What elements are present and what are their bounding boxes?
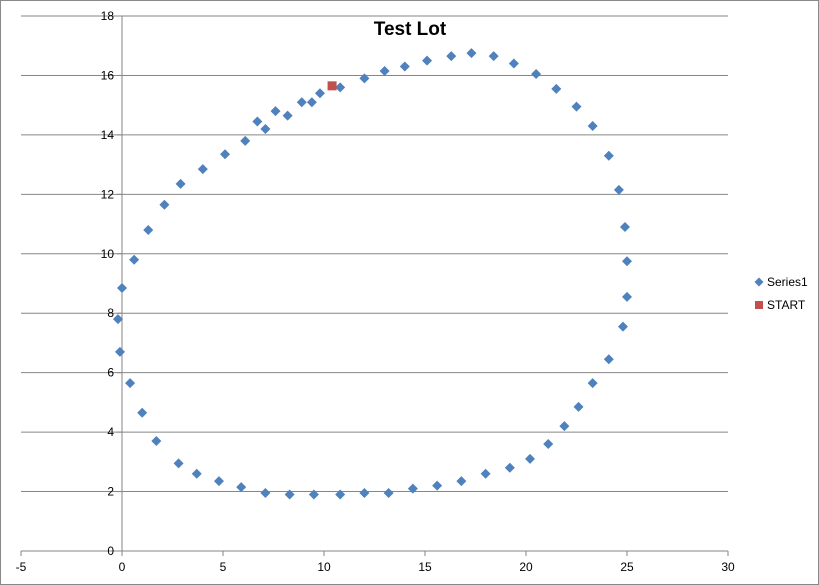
series1-point [270,106,281,117]
series1-point [617,321,628,332]
series1-point [613,184,624,195]
series1-point [587,120,598,131]
series1-point [151,436,162,447]
series1-point [446,51,457,62]
legend: Series1 START [754,275,808,312]
legend-start-marker [755,301,763,309]
series1-point [335,82,346,93]
series1-point [573,401,584,412]
series1-point [622,291,632,302]
series1-point [284,489,295,500]
data-points [112,48,632,500]
series1-point [137,407,148,418]
y-tick-label: 4 [107,425,114,439]
series1-point [525,453,536,464]
y-tick-label: 18 [101,9,115,23]
y-tick-label: 10 [101,247,115,261]
series1-point [619,222,630,233]
start-point [327,81,337,91]
legend-series1-marker [754,277,764,287]
axes [20,15,729,556]
series1-point [559,421,570,432]
legend-start-label: START [767,298,806,312]
series1-point [603,150,614,161]
series1-point [571,101,582,112]
series1-point [306,97,317,108]
series1-point [551,83,562,94]
series1-point [504,462,515,473]
series1-point [143,225,154,235]
series1-point [213,476,224,487]
series1-point [603,354,614,365]
x-tick-label: 20 [519,560,533,574]
series1-point [220,149,231,160]
series1-point [175,178,186,189]
series1-point [260,488,271,499]
series1-point [112,314,123,325]
series1-point [125,378,136,389]
series1-point [422,55,433,66]
series1-point [252,116,263,127]
y-tick-label: 16 [101,68,115,82]
series1-point [114,346,125,357]
series1-point [379,65,390,76]
gridlines [21,15,728,552]
x-tick-label: 0 [119,560,126,574]
y-tick-label: 8 [107,306,114,320]
series1-point [129,254,140,265]
series1-point [488,51,499,62]
x-tick-label: -5 [16,560,27,574]
series1-point [314,88,325,99]
series1-point [240,135,251,146]
series1-point [159,199,170,210]
series1-point [236,482,247,493]
x-tick-label: 30 [721,560,735,574]
series1-point [456,476,467,487]
series1-point [260,123,271,134]
series1-point [173,458,184,469]
x-tick-label: 15 [418,560,432,574]
legend-series1-label: Series1 [767,275,808,289]
series1-point [383,488,394,499]
series1-point [587,378,598,389]
x-tick-label: 10 [317,560,331,574]
series1-point [432,480,443,491]
y-tick-label: 2 [107,485,114,499]
series1-point [296,97,307,108]
y-tick-label: 14 [101,128,115,142]
series1-point [508,58,519,69]
series1-point [622,256,632,267]
x-tick-label: 25 [620,560,634,574]
x-tick-label: 5 [220,560,227,574]
y-tick-label: 0 [107,544,114,558]
series1-point [197,164,208,175]
series1-point [399,61,410,72]
series1-point [359,73,370,84]
y-tick-label: 12 [101,187,115,201]
series1-point [335,489,346,500]
series1-point [359,488,370,499]
series1-point [117,282,127,293]
series1-point [308,489,319,500]
series1-point [466,48,477,59]
series1-point [407,483,418,494]
series1-point [531,68,542,79]
y-tick-label: 6 [107,366,114,380]
tick-labels: 0 2 4 6 8 10 12 14 16 18 -5 0 5 10 15 20 25 30 [16,9,735,574]
series1-point [480,468,491,479]
chart-title: Test Lot [374,19,447,40]
series1-point [191,468,202,479]
series1-point [282,110,293,121]
series1-point [543,439,554,449]
